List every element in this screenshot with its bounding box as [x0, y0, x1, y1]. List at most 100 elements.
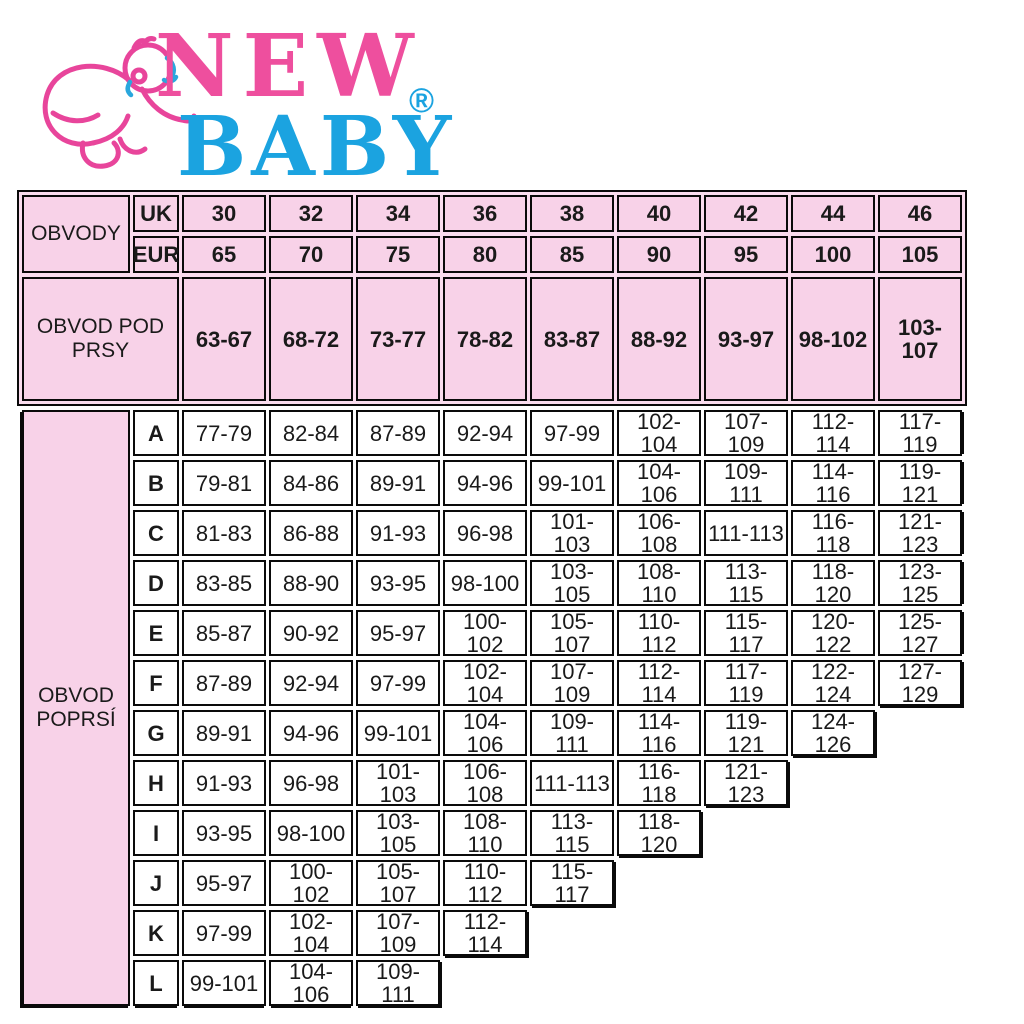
bust-range-cell: 92-94	[269, 660, 353, 706]
cup-letter-cell: A	[133, 410, 179, 456]
uk-size-cell: 42	[704, 195, 788, 232]
bust-range-cell: 122-124	[791, 660, 875, 706]
underbust-range-cell: 68-72	[269, 277, 353, 401]
bust-range-cell: 86-88	[269, 510, 353, 556]
bust-range-cell: 85-87	[182, 610, 266, 656]
cup-row: D 83-85 88-90 93-95 98-100 103-105 108-110 113-…	[133, 560, 962, 606]
size-header-table: OBVODY UK EUR OBVOD POD PRSY 30 32 34 36 38 4…	[17, 190, 967, 406]
underbust-range-cell: 78-82	[443, 277, 527, 401]
bust-range-cell: 110-112	[443, 860, 527, 906]
bust-range-cell: 89-91	[182, 710, 266, 756]
bust-range-cell: 120-122	[791, 610, 875, 656]
cup-row: A 77-79 82-84 87-89 92-94 97-99 102-104 107-109…	[133, 410, 962, 456]
bust-range-cell: 118-120	[791, 560, 875, 606]
bust-range-cell: 108-110	[443, 810, 527, 856]
cup-letter-cell: I	[133, 810, 179, 856]
bust-range-cell: 105-107	[530, 610, 614, 656]
bust-range-cell: 121-123	[878, 510, 962, 556]
bust-range-cell: 116-118	[617, 760, 701, 806]
bust-range-cell: 97-99	[356, 660, 440, 706]
bust-range-cell: 101-103	[356, 760, 440, 806]
bust-range-cell: 82-84	[269, 410, 353, 456]
cup-row: K 97-99 102-104 107-109 112-114	[133, 910, 962, 956]
bust-range-cell: 124-126	[791, 710, 875, 756]
bust-range-cell: 127-129	[878, 660, 962, 706]
cup-letter-cell: H	[133, 760, 179, 806]
uk-size-cell: 40	[617, 195, 701, 232]
bust-range-cell: 104-106	[443, 710, 527, 756]
bust-range-cell: 103-105	[530, 560, 614, 606]
bust-range-cell: 88-90	[269, 560, 353, 606]
bust-range-cell: 92-94	[443, 410, 527, 456]
bust-range-cell: 84-86	[269, 460, 353, 506]
bust-range-cell: 119-121	[878, 460, 962, 506]
eur-size-cell: 90	[617, 236, 701, 273]
bust-range-cell: 112-114	[617, 660, 701, 706]
bust-range-cell: 83-85	[182, 560, 266, 606]
bust-range-cell: 79-81	[182, 460, 266, 506]
bust-range-cell: 107-109	[704, 410, 788, 456]
bust-range-cell: 94-96	[443, 460, 527, 506]
cup-row: B 79-81 84-86 89-91 94-96 99-101 104-106 109-11…	[133, 460, 962, 506]
bust-range-cell: 87-89	[356, 410, 440, 456]
bust-range-cell: 110-112	[617, 610, 701, 656]
bust-range-cell: 100-102	[443, 610, 527, 656]
bust-range-cell: 121-123	[704, 760, 788, 806]
uk-size-cell: 44	[791, 195, 875, 232]
cup-row: C 81-83 86-88 91-93 96-98 101-103 106-108 111-1…	[133, 510, 962, 556]
brand-logo: NEW ® BABY	[17, 14, 1024, 190]
uk-size-cell: 32	[269, 195, 353, 232]
bust-range-cell: 96-98	[443, 510, 527, 556]
cup-letter-cell: J	[133, 860, 179, 906]
bust-range-cell: 102-104	[617, 410, 701, 456]
underbust-range-cell: 98-102	[791, 277, 875, 401]
bust-range-cell: 99-101	[530, 460, 614, 506]
eur-size-cell: 100	[791, 236, 875, 273]
bust-range-cell: 114-116	[617, 710, 701, 756]
cup-row: F 87-89 92-94 97-99 102-104 107-109 112-114 117…	[133, 660, 962, 706]
bust-range-cell: 103-105	[356, 810, 440, 856]
bust-range-cell: 104-106	[617, 460, 701, 506]
cup-letter-cell: G	[133, 710, 179, 756]
underbust-range-cell: 73-77	[356, 277, 440, 401]
cup-row: G 89-91 94-96 99-101 104-106 109-111 114-116 11…	[133, 710, 962, 756]
bust-range-cell: 117-119	[704, 660, 788, 706]
eur-size-cell: 70	[269, 236, 353, 273]
eur-size-cell: 65	[182, 236, 266, 273]
bust-range-cell: 117-119	[878, 410, 962, 456]
bust-range-cell: 113-115	[530, 810, 614, 856]
bust-range-cell: 105-107	[356, 860, 440, 906]
bust-range-cell: 115-117	[704, 610, 788, 656]
bust-range-cell: 109-111	[704, 460, 788, 506]
uk-size-cell: 34	[356, 195, 440, 232]
bust-range-cell: 111-113	[530, 760, 614, 806]
bust-range-cell: 123-125	[878, 560, 962, 606]
bust-range-cell: 87-89	[182, 660, 266, 706]
bust-range-cell: 106-108	[443, 760, 527, 806]
bust-range-cell: 106-108	[617, 510, 701, 556]
bust-range-cell: 107-109	[356, 910, 440, 956]
bust-range-cell: 102-104	[443, 660, 527, 706]
bust-range-cell: 91-93	[356, 510, 440, 556]
underbust-range-cell: 93-97	[704, 277, 788, 401]
bust-range-cell: 102-104	[269, 910, 353, 956]
bust-range-cell: 97-99	[530, 410, 614, 456]
uk-size-cell: 36	[443, 195, 527, 232]
crawling-baby-icon	[42, 36, 197, 169]
bust-label: OBVOD POPRSÍ	[22, 410, 130, 1006]
cup-row: I 93-95 98-100 103-105 108-110 113-115 118-120	[133, 810, 962, 856]
bust-range-cell: 101-103	[530, 510, 614, 556]
bust-range-cell: 112-114	[443, 910, 527, 956]
bust-range-cell: 94-96	[269, 710, 353, 756]
bust-range-cell: 90-92	[269, 610, 353, 656]
bust-range-cell: 109-111	[530, 710, 614, 756]
bust-range-cell: 98-100	[269, 810, 353, 856]
cup-size-table: OBVOD POPRSÍ A 77-79 82-84 87-89 92-94 97-99 1…	[22, 410, 1024, 1006]
cup-row: E 85-87 90-92 95-97 100-102 105-107 110-112 115…	[133, 610, 962, 656]
logo-text-baby: BABY	[177, 99, 457, 195]
bust-range-cell: 100-102	[269, 860, 353, 906]
bust-range-cell: 115-117	[530, 860, 614, 906]
cup-rows: A 77-79 82-84 87-89 92-94 97-99 102-104 107-109…	[133, 410, 962, 1006]
eur-size-cell: 75	[356, 236, 440, 273]
bust-range-cell: 125-127	[878, 610, 962, 656]
